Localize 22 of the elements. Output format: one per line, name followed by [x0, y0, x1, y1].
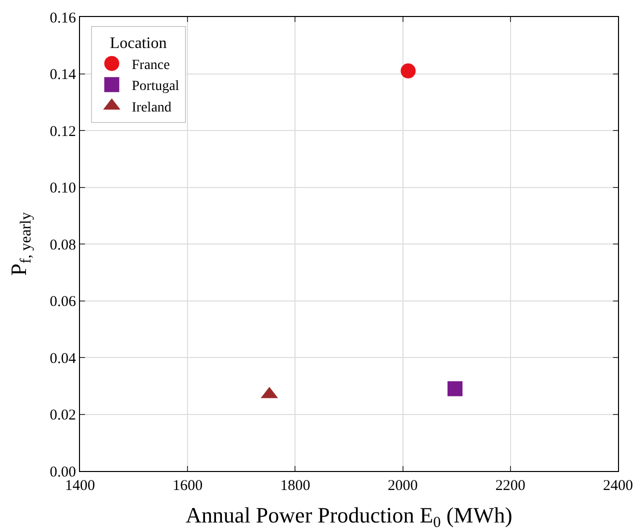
x-axis-title: Annual Power Production E$_{0}$ (MWh) — [186, 502, 512, 531]
x-tick-label: 2200 — [495, 478, 526, 494]
y-tick-label: 0.08 — [50, 237, 76, 254]
legend-label: Ireland — [132, 100, 172, 116]
point — [447, 381, 462, 396]
legend-title: Location — [110, 34, 167, 52]
x-tick-label: 1400 — [65, 478, 95, 494]
y-tick-label: 0.00 — [50, 464, 76, 480]
y-tick-label: 0.04 — [50, 350, 76, 367]
x-tick-label: 1600 — [172, 478, 203, 494]
legend-label: Portugal — [132, 79, 180, 94]
point — [400, 63, 416, 78]
y-tick-label: 0.14 — [50, 67, 76, 83]
y-tick-label: 0.06 — [50, 294, 76, 310]
y-tick-label: 0.10 — [50, 180, 76, 196]
y-tick-label: 0.12 — [50, 124, 76, 140]
x-tick-label: 1800 — [280, 478, 310, 494]
x-tick-label: 2400 — [603, 478, 633, 494]
y-tick-label: 0.02 — [50, 408, 76, 424]
legend-label: France — [132, 58, 170, 73]
y-tick-label: 0.16 — [50, 10, 76, 26]
x-tick-label: 2000 — [388, 478, 418, 494]
